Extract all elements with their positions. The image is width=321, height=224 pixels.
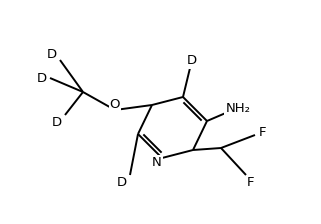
Text: D: D bbox=[47, 49, 57, 62]
Text: D: D bbox=[117, 177, 127, 190]
Text: D: D bbox=[187, 54, 197, 67]
Text: O: O bbox=[110, 99, 120, 112]
Text: NH₂: NH₂ bbox=[225, 103, 250, 116]
Text: F: F bbox=[259, 125, 267, 138]
Text: F: F bbox=[247, 177, 255, 190]
Text: D: D bbox=[37, 71, 47, 84]
Text: D: D bbox=[52, 116, 62, 129]
Text: N: N bbox=[152, 157, 162, 170]
